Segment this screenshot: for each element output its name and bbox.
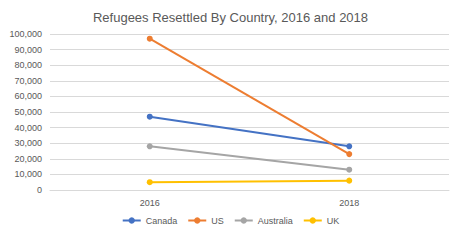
svg-text:80,000: 80,000 [14,60,42,70]
svg-text:50,000: 50,000 [14,107,42,117]
svg-text:70,000: 70,000 [14,76,42,86]
svg-text:UK: UK [327,216,340,226]
svg-text:10,000: 10,000 [14,169,42,179]
svg-text:2018: 2018 [339,198,359,208]
svg-text:2016: 2016 [140,198,160,208]
svg-text:Refugees Resettled By Country,: Refugees Resettled By Country, 2016 and … [93,10,368,25]
svg-text:20,000: 20,000 [14,154,42,164]
svg-text:US: US [211,216,224,226]
svg-text:0: 0 [37,185,42,195]
svg-text:90,000: 90,000 [14,45,42,55]
svg-text:Australia: Australia [258,216,293,226]
svg-text:Canada: Canada [146,216,178,226]
svg-text:100,000: 100,000 [9,29,42,39]
svg-text:30,000: 30,000 [14,138,42,148]
svg-text:40,000: 40,000 [14,123,42,133]
svg-text:60,000: 60,000 [14,91,42,101]
